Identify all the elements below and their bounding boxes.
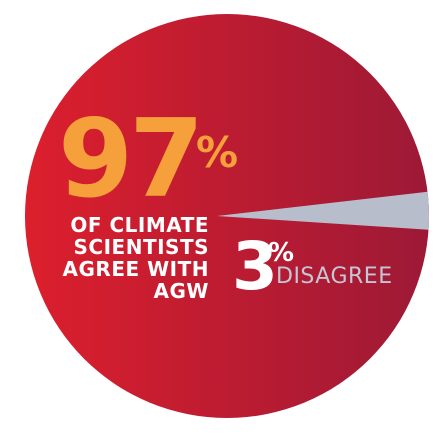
agree-label-line-4: AGW	[153, 279, 209, 303]
agree-percent-value: 97	[58, 97, 204, 222]
agree-label-line-1: OF CLIMATE	[70, 213, 209, 237]
disagree-percent-sign: %	[268, 238, 295, 268]
disagree-label: DISAGREE	[276, 264, 393, 289]
agree-label-line-2: SCIENTISTS	[73, 235, 209, 259]
agree-label: OF CLIMATE SCIENTISTS AGREE WITH AGW	[19, 214, 209, 302]
pie-slice-disagree	[217, 191, 429, 230]
agree-percent-sign: %	[196, 128, 239, 177]
disagree-percent-value: 3	[232, 228, 278, 305]
pie-slices	[25, 14, 429, 418]
agree-label-line-3: AGREE WITH	[62, 257, 209, 281]
